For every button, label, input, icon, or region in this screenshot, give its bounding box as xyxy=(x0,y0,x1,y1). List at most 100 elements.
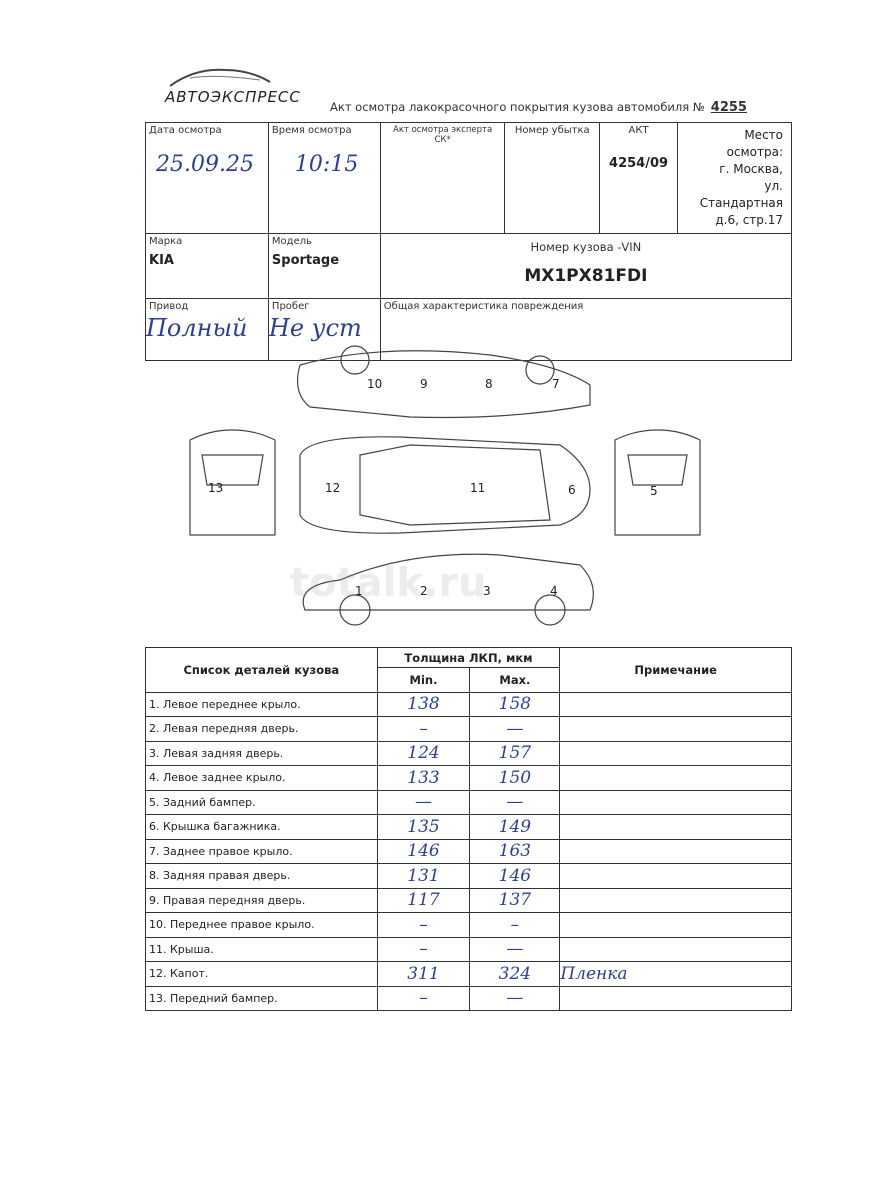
min-value: – xyxy=(376,912,471,938)
table-row: 8. Задняя правая дверь. 131 146 xyxy=(145,863,792,889)
min-value: 133 xyxy=(376,765,471,791)
drive-value: Полный xyxy=(146,314,248,342)
part-name: 11. Крыша. xyxy=(145,936,378,962)
max-value: 158 xyxy=(469,691,561,717)
car-rear-outline xyxy=(614,429,701,536)
note-value xyxy=(559,789,792,815)
header-note: Примечание xyxy=(559,647,792,693)
car-top-outline xyxy=(299,436,591,534)
table-row: 3. Левая задняя дверь. 124 157 xyxy=(145,740,792,766)
brand-cell: Марка KIA xyxy=(145,233,269,299)
table-row: 5. Задний бампер. — — xyxy=(145,789,792,815)
label-4: 4 xyxy=(550,584,558,598)
drive-cell: Привод Полный xyxy=(145,298,269,361)
part-name: 10. Переднее правое крыло. xyxy=(145,912,378,938)
brand-value: KIA xyxy=(149,253,174,268)
min-value: 311 xyxy=(376,961,471,987)
mileage-cell: Пробег Не уст xyxy=(267,298,381,361)
table-row: 2. Левая передняя дверь. – — xyxy=(145,716,792,742)
max-value: 324 xyxy=(469,961,561,987)
max-value: 149 xyxy=(469,814,561,840)
note-value: Пленка xyxy=(559,961,792,987)
max-value: — xyxy=(469,789,561,815)
max-value: — xyxy=(469,985,561,1011)
part-name: 6. Крышка багажника. xyxy=(145,814,378,840)
label-10: 10 xyxy=(367,377,382,391)
note-value xyxy=(559,936,792,962)
part-name: 13. Передний бампер. xyxy=(145,985,378,1011)
label-9: 9 xyxy=(420,377,428,391)
document-title: Акт осмотра лакокрасочного покрытия кузо… xyxy=(330,100,747,115)
max-value: – xyxy=(469,912,561,938)
label-3: 3 xyxy=(483,584,491,598)
damage-cell: Общая характеристика повреждения xyxy=(379,298,793,361)
logo-car-icon xyxy=(169,68,271,87)
min-value: – xyxy=(376,716,471,742)
table-row: 7. Заднее правое крыло. 146 163 xyxy=(145,838,792,864)
max-value: — xyxy=(469,716,561,742)
label-5: 5 xyxy=(650,484,658,498)
max-value: — xyxy=(469,936,561,962)
min-value: – xyxy=(376,936,471,962)
vin-value: MX1PX81FDI xyxy=(524,266,648,286)
note-value xyxy=(559,740,792,766)
table-row: 1. Левое переднее крыло. 138 158 xyxy=(145,691,792,717)
part-name: 2. Левая передняя дверь. xyxy=(145,716,378,742)
note-value xyxy=(559,887,792,913)
model-value: Sportage xyxy=(271,253,340,268)
label-11: 11 xyxy=(470,481,485,495)
parts-table: Список деталей кузова Толщина ЛКП, мкм П… xyxy=(145,647,792,1011)
part-name: 9. Правая передняя дверь. xyxy=(145,887,378,913)
part-name: 1. Левое переднее крыло. xyxy=(145,691,378,717)
info-table: Дата осмотра 25.09.25 Время осмотра 10:15 … xyxy=(145,122,793,361)
label-8: 8 xyxy=(485,377,493,391)
note-value xyxy=(559,863,792,889)
max-value: 150 xyxy=(469,765,561,791)
expert-act-cell: Акт осмотра эксперта СК* xyxy=(379,122,506,234)
car-body-diagram: 10 9 8 7 13 12 11 6 5 1 2 3 4 xyxy=(189,345,701,626)
label-6: 6 xyxy=(568,483,576,497)
table-row: 10. Переднее правое крыло. – – xyxy=(145,912,792,938)
time-value: 10:15 xyxy=(294,152,359,177)
part-name: 7. Заднее правое крыло. xyxy=(145,838,378,864)
note-value xyxy=(559,838,792,864)
label-7: 7 xyxy=(552,377,560,391)
car-left-side-outline xyxy=(302,553,594,611)
table-row: 11. Крыша. – — xyxy=(145,936,792,962)
act-number: 4255 xyxy=(710,100,747,115)
min-value: 135 xyxy=(376,814,471,840)
part-name: 3. Левая задняя дверь. xyxy=(145,740,378,766)
min-value: — xyxy=(376,789,471,815)
label-13: 13 xyxy=(208,481,223,495)
max-value: 157 xyxy=(469,740,561,766)
table-row: 4. Левое заднее крыло. 133 150 xyxy=(145,765,792,791)
min-value: 117 xyxy=(376,887,471,913)
place-cell: Место осмотра: г. Москва, ул. Стандартная д… xyxy=(677,122,792,234)
note-value xyxy=(559,716,792,742)
part-name: 12. Капот. xyxy=(145,961,378,987)
act-cell: АКТ 4254/09 xyxy=(599,122,679,234)
min-value: 131 xyxy=(376,863,471,889)
vin-cell: Номер кузова -VIN MX1PX81FDI xyxy=(379,233,793,299)
header-max: Max. xyxy=(469,667,561,693)
max-value: 137 xyxy=(469,887,561,913)
header-thickness: Толщина ЛКП, мкм xyxy=(376,647,561,668)
note-value xyxy=(559,985,792,1011)
part-name: 8. Задняя правая дверь. xyxy=(145,863,378,889)
max-value: 146 xyxy=(469,863,561,889)
car-front-outline xyxy=(189,429,276,536)
label-1: 1 xyxy=(355,584,363,598)
logo-text: АВТОЭКСПРЕСС xyxy=(165,88,301,106)
min-value: 124 xyxy=(376,740,471,766)
model-cell: Модель Sportage xyxy=(267,233,381,299)
loss-number-cell: Номер убытка xyxy=(504,122,601,234)
table-row: 9. Правая передняя дверь. 117 137 xyxy=(145,887,792,913)
header-parts: Список деталей кузова xyxy=(145,647,378,693)
min-value: 146 xyxy=(376,838,471,864)
time-cell: Время осмотра 10:15 xyxy=(267,122,381,234)
mileage-value: Не уст xyxy=(268,314,362,342)
min-value: 138 xyxy=(376,691,471,717)
max-value: 163 xyxy=(469,838,561,864)
min-value: – xyxy=(376,985,471,1011)
table-row: 6. Крышка багажника. 135 149 xyxy=(145,814,792,840)
